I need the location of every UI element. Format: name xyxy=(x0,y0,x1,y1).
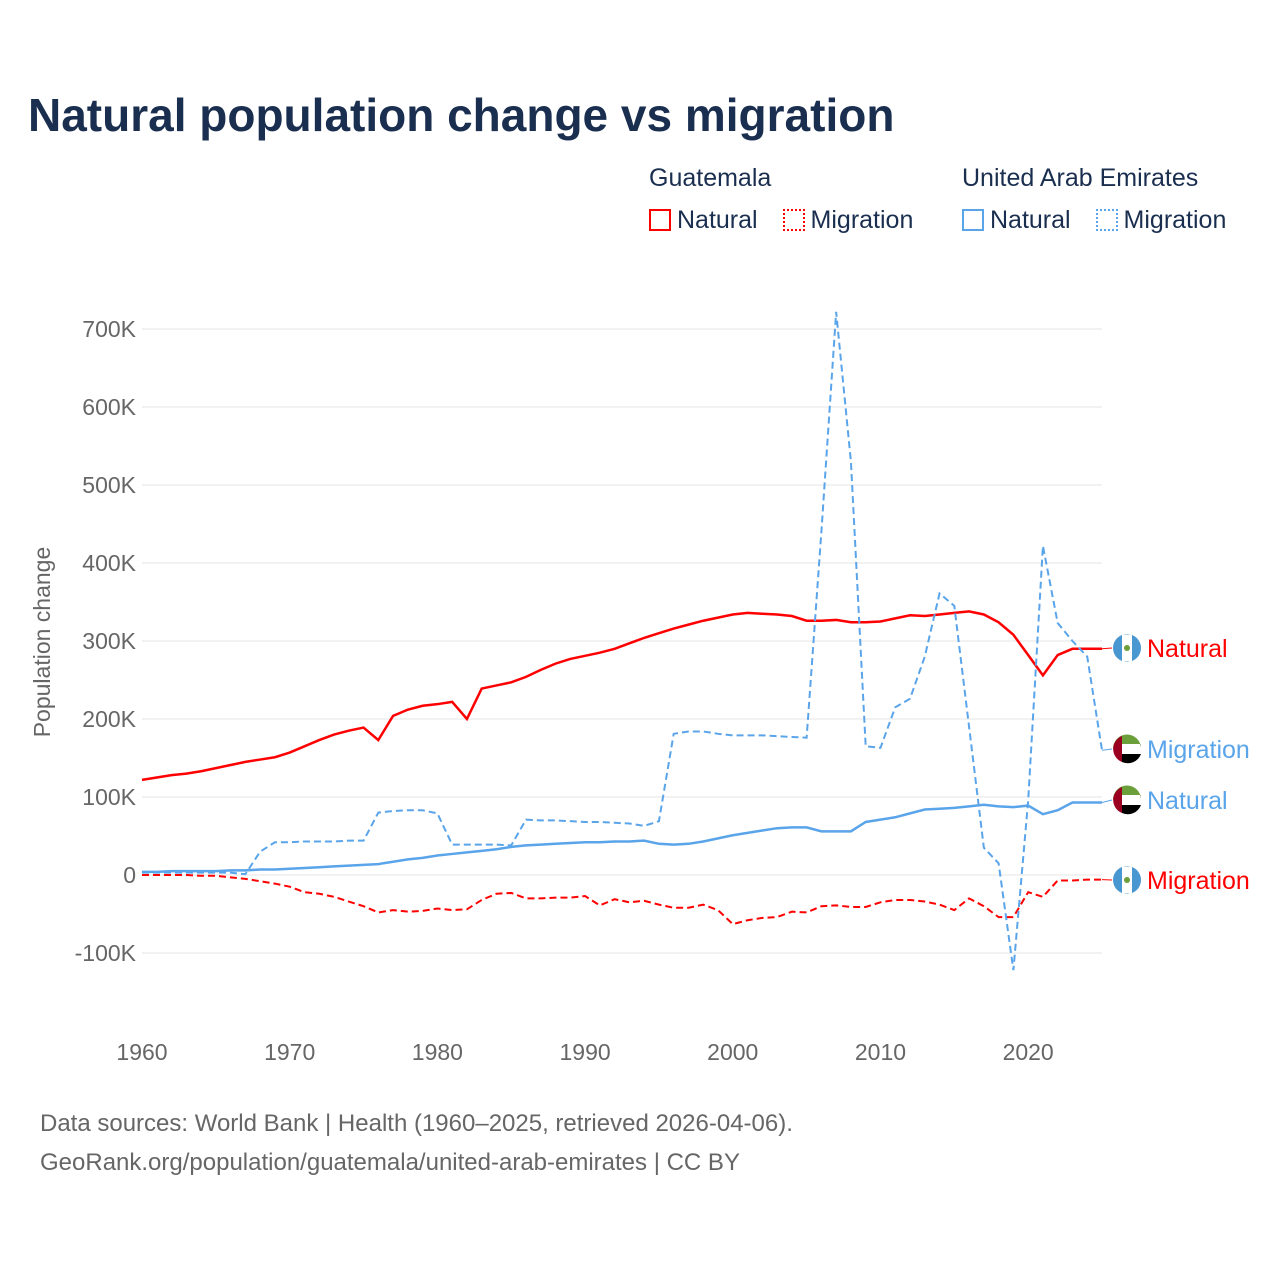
series-end-label: Migration xyxy=(1147,736,1250,764)
uae-flag-icon xyxy=(1122,805,1141,815)
legend-uae-items: Natural Migration xyxy=(962,206,1226,235)
uae-flag-icon xyxy=(1122,754,1141,764)
uae-flag-icon xyxy=(1113,787,1122,813)
x-tick-label: 1990 xyxy=(559,1039,610,1065)
series-line-united-arab-emirates-natural xyxy=(142,801,1102,874)
series-line-guatemala-natural xyxy=(141,610,1102,782)
x-tick-label: 2010 xyxy=(855,1039,906,1065)
legend-solid-swatch xyxy=(649,209,671,231)
y-tick-label: 700K xyxy=(82,316,136,342)
series-end-label: Natural xyxy=(1147,787,1228,815)
legend-dotted-swatch xyxy=(1095,209,1118,231)
legend-group-uae: United Arab Emirates xyxy=(962,164,1198,193)
guatemala-flag-icon xyxy=(1124,645,1130,651)
x-tick-label: 1960 xyxy=(116,1039,167,1065)
legend-item[interactable]: Migration xyxy=(810,206,914,234)
series-end-label: Migration xyxy=(1147,867,1250,895)
source-line-1: Data sources: World Bank | Health (1960–… xyxy=(40,1110,793,1137)
y-tick-label: 400K xyxy=(82,550,136,576)
legend-item[interactable]: Natural xyxy=(990,206,1071,234)
y-tick-label: 300K xyxy=(82,628,136,654)
series-end-label: Natural xyxy=(1147,635,1228,663)
y-axis-label: Population change xyxy=(29,547,55,738)
y-tick-label: 600K xyxy=(82,394,136,420)
legend-guatemala-items: Natural Migration xyxy=(649,206,913,235)
y-tick-label: -100K xyxy=(75,940,137,966)
x-tick-label: 1980 xyxy=(412,1039,463,1065)
series-line-guatemala-migration xyxy=(142,874,1102,926)
legend-item[interactable]: Natural xyxy=(677,206,758,234)
guatemala-flag-icon xyxy=(1124,877,1130,883)
x-tick-label: 2020 xyxy=(1003,1039,1054,1065)
legend-item[interactable]: Migration xyxy=(1123,206,1227,234)
x-tick-label: 2000 xyxy=(707,1039,758,1065)
source-line-2: GeoRank.org/population/guatemala/united-… xyxy=(40,1149,740,1176)
y-tick-label: 100K xyxy=(82,784,136,810)
x-tick-label: 1970 xyxy=(264,1039,315,1065)
y-tick-label: 200K xyxy=(82,706,136,732)
label-connector xyxy=(1101,799,1113,803)
uae-flag-icon xyxy=(1113,736,1122,762)
y-tick-label: 0 xyxy=(123,862,136,888)
label-connector xyxy=(1101,647,1113,650)
legend-solid-swatch xyxy=(962,209,984,231)
legend-dotted-swatch xyxy=(782,209,805,231)
chart-title: Natural population change vs migration xyxy=(28,89,895,141)
y-tick-label: 500K xyxy=(82,472,136,498)
legend-country: Guatemala xyxy=(649,164,772,192)
label-connector xyxy=(1101,748,1113,751)
legend-group-guatemala: Guatemala xyxy=(649,164,771,193)
legend-country: United Arab Emirates xyxy=(962,164,1199,192)
